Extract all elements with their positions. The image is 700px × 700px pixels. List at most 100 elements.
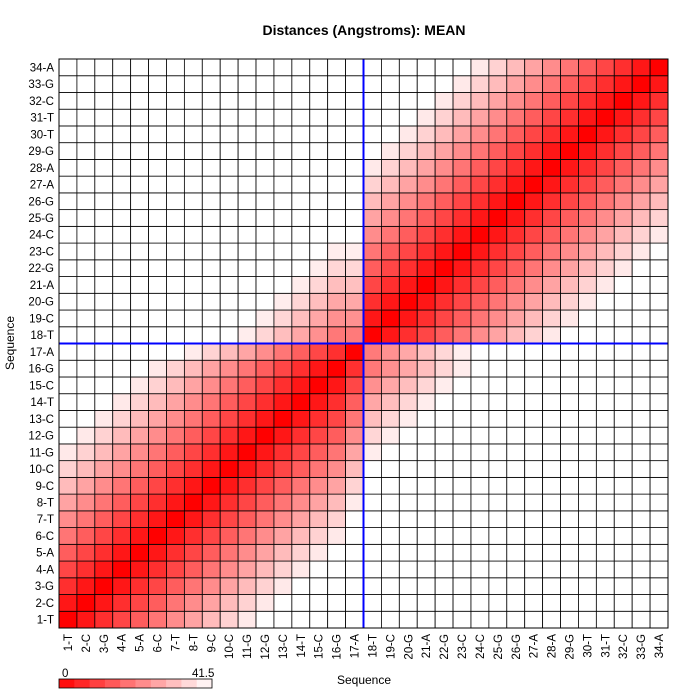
heatmap-cell — [148, 527, 167, 545]
heatmap-cell — [148, 108, 167, 127]
heatmap-cell — [201, 142, 221, 160]
heatmap-cell — [76, 359, 96, 378]
heatmap-cell — [506, 359, 526, 378]
heatmap-cell — [166, 125, 185, 144]
y-tick-label: 29-G — [28, 146, 54, 158]
heatmap-cell — [183, 594, 203, 612]
heatmap-cell — [649, 276, 669, 294]
heatmap-cell — [345, 426, 364, 445]
y-tick-label: 31-T — [30, 113, 54, 125]
heatmap-cell — [94, 410, 114, 428]
heatmap-cell — [237, 426, 257, 445]
x-tick-label: 3-G — [99, 634, 111, 653]
heatmap-cell — [327, 175, 346, 194]
colorbar-step — [89, 679, 106, 688]
heatmap-cell — [345, 309, 364, 328]
heatmap-cell — [327, 426, 346, 445]
heatmap-cell — [488, 242, 508, 261]
heatmap-cell — [58, 343, 78, 361]
heatmap-cell — [560, 376, 579, 395]
heatmap-cell — [345, 192, 364, 211]
heatmap-cell — [201, 192, 221, 211]
heatmap-cell — [309, 58, 329, 77]
heatmap-cell — [631, 242, 651, 261]
heatmap-cell — [94, 92, 114, 110]
heatmap-cell — [76, 443, 96, 462]
heatmap-cell — [631, 359, 651, 378]
heatmap-cell — [130, 259, 149, 277]
heatmap-cell — [273, 460, 293, 478]
heatmap-cell — [183, 192, 203, 211]
heatmap-cell — [631, 527, 651, 545]
heatmap-cell — [291, 326, 311, 344]
heatmap-cell — [148, 610, 167, 629]
heatmap-cell — [488, 443, 508, 462]
heatmap-cell — [363, 527, 382, 545]
heatmap-cell — [452, 242, 472, 261]
heatmap-cell — [363, 159, 382, 177]
heatmap-cell — [130, 343, 149, 361]
heatmap-cell — [542, 426, 561, 445]
heatmap-cell — [452, 259, 472, 277]
heatmap-cell — [613, 359, 633, 378]
heatmap-cell — [201, 443, 221, 462]
heatmap-cell — [488, 460, 508, 478]
heatmap-cell — [94, 393, 114, 411]
heatmap-cell — [542, 192, 561, 211]
heatmap-cell — [327, 610, 346, 629]
x-tick-label: 32-C — [618, 634, 630, 659]
heatmap-cell — [273, 376, 293, 395]
heatmap-cell — [488, 543, 508, 562]
heatmap-cell — [255, 510, 275, 528]
colorbar-max-label: 41.5 — [192, 668, 214, 680]
heatmap-cell — [291, 276, 311, 294]
heatmap-cell — [631, 225, 651, 244]
heatmap-cell — [595, 142, 615, 160]
heatmap-cell — [76, 560, 96, 579]
heatmap-cell — [183, 443, 203, 462]
heatmap-cell — [649, 75, 669, 93]
heatmap-cell — [130, 410, 149, 428]
heatmap-cell — [524, 58, 544, 77]
heatmap-cell — [434, 343, 454, 361]
heatmap-cell — [345, 393, 364, 411]
heatmap-cell — [381, 309, 400, 328]
heatmap-cell — [345, 376, 364, 395]
heatmap-cell — [452, 276, 472, 294]
heatmap-cell — [649, 259, 669, 277]
heatmap-cell — [416, 326, 436, 344]
heatmap-cell — [434, 192, 454, 211]
heatmap-cell — [148, 276, 167, 294]
heatmap-cell — [560, 58, 579, 77]
heatmap-cell — [237, 292, 257, 311]
heatmap-cell — [542, 125, 561, 144]
heatmap-cell — [560, 292, 579, 311]
heatmap-cell — [488, 58, 508, 77]
heatmap-cell — [416, 610, 436, 629]
heatmap-cell — [381, 376, 400, 395]
heatmap-cell — [398, 125, 418, 144]
heatmap-cell — [345, 594, 364, 612]
heatmap-cell — [452, 443, 472, 462]
heatmap-cell — [148, 192, 167, 211]
heatmap-cell — [130, 610, 149, 629]
heatmap-cell — [398, 376, 418, 395]
heatmap-cell — [309, 326, 329, 344]
heatmap-cell — [130, 560, 149, 579]
heatmap-cell — [309, 460, 329, 478]
heatmap-cell — [524, 159, 544, 177]
heatmap-cell — [434, 493, 454, 512]
heatmap-cell — [506, 259, 526, 277]
heatmap-cell — [76, 510, 96, 528]
heatmap-cell — [94, 560, 114, 579]
heatmap-cell — [130, 476, 149, 495]
heatmap-cell — [273, 443, 293, 462]
heatmap-cell — [631, 75, 651, 93]
heatmap-cell — [649, 577, 669, 595]
heatmap-cell — [309, 75, 329, 93]
heatmap-cell — [255, 58, 275, 77]
heatmap-cell — [291, 259, 311, 277]
heatmap-cell — [309, 393, 329, 411]
heatmap-cell — [327, 594, 346, 612]
chart-title: Distances (Angstroms): MEAN — [262, 22, 465, 38]
